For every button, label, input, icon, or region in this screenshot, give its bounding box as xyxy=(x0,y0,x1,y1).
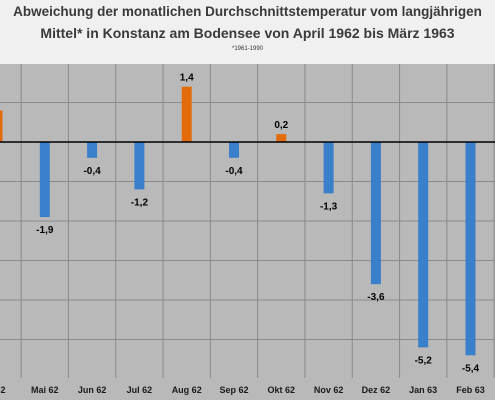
data-label: -1,9 xyxy=(36,225,54,236)
chart-title-line-2: Mittel* in Konstanz am Bodensee von Apri… xyxy=(40,25,455,41)
chart-title-line-1: Abweichung der monatlichen Durchschnitts… xyxy=(13,4,482,19)
bar-nov-62 xyxy=(323,142,334,194)
bar-jun-62 xyxy=(87,142,98,158)
data-label: 3 xyxy=(0,96,1,107)
data-label: 1,4 xyxy=(180,73,194,84)
x-tick-label: Jan 63 xyxy=(409,385,437,395)
bar-aug-62 xyxy=(181,86,192,142)
bar-okt-62 xyxy=(276,134,287,142)
bar-jan-63 xyxy=(418,142,429,348)
bar-mai-62 xyxy=(39,142,50,218)
x-tick-label: Jun 62 xyxy=(78,385,107,395)
bar-apr-62 xyxy=(0,110,3,142)
x-tick-label: Okt 62 xyxy=(268,385,296,395)
data-label: -1,3 xyxy=(320,201,338,212)
bar-jul-62 xyxy=(134,142,145,190)
data-label: -0,4 xyxy=(225,166,243,177)
x-tick-label: r 62 xyxy=(0,385,6,395)
data-label: -1,2 xyxy=(131,197,149,208)
x-tick-label: Feb 63 xyxy=(456,385,485,395)
chart-subtitle: *1961-1990 xyxy=(231,46,264,52)
data-label: 0,2 xyxy=(274,120,288,131)
data-label: -5,4 xyxy=(462,363,480,374)
data-label: -3,6 xyxy=(367,292,385,303)
data-label: -5,2 xyxy=(415,355,433,366)
bar-sep-62 xyxy=(229,142,239,158)
x-tick-label: Nov 62 xyxy=(314,385,344,395)
bar-dez-62 xyxy=(370,142,381,285)
bar-feb-63 xyxy=(465,142,476,356)
data-label: -0,4 xyxy=(83,166,101,177)
x-tick-label: Mai 62 xyxy=(31,385,59,395)
title-band: Abweichung der monatlichen Durchschnitts… xyxy=(0,0,495,64)
x-tick-label: Sep 62 xyxy=(219,385,248,395)
x-tick-label: Aug 62 xyxy=(172,385,202,395)
x-tick-label: Dez 62 xyxy=(362,385,391,395)
x-tick-label: Jul 62 xyxy=(127,385,153,395)
